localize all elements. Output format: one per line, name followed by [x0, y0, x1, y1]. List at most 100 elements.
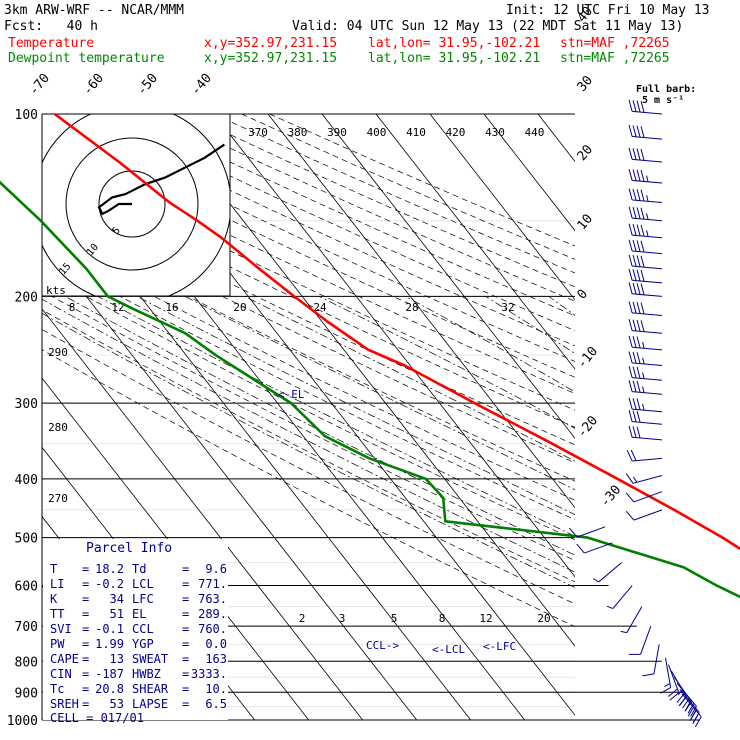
parcel-label: Td: [132, 562, 146, 576]
wind-barb: [671, 670, 687, 707]
mixing-ratio-label: 8: [439, 612, 446, 625]
parcel-equals: =: [82, 637, 89, 651]
theta-label: 380: [288, 126, 308, 139]
wind-barb: [642, 644, 660, 677]
speed-scale-label: 8: [69, 301, 76, 314]
parcel-label: LCL: [132, 577, 154, 591]
wind-barb: [628, 397, 663, 413]
parcel-equals: =: [82, 682, 89, 696]
parcel-value: -0.1: [95, 622, 124, 636]
theta-label: 420: [446, 126, 466, 139]
hodograph-ring: [65, 137, 199, 271]
isotherm-label: 10: [575, 212, 597, 234]
speed-scale-label: 32: [501, 301, 514, 314]
parcel-value: 9.6: [205, 562, 227, 576]
parcel-value: 53: [110, 697, 124, 711]
isotherm-label: -60: [80, 71, 107, 99]
parcel-equals: =: [182, 577, 189, 591]
wind-barb: [628, 268, 663, 284]
wind-barb: [628, 206, 663, 222]
isotherm: [267, 114, 575, 509]
parcel-label: SVI: [50, 622, 72, 636]
parcel-cell: CELL = 017/01: [50, 711, 144, 725]
wind-barb: [628, 301, 663, 316]
parcel-label: SHEAR: [132, 682, 169, 696]
isotherm: [159, 114, 575, 647]
parcel-value: 163: [205, 652, 227, 666]
parcel-equals: =: [182, 637, 189, 651]
valid-time: Valid: 04 UTC Sun 12 May 13 (22 MDT Sat …: [292, 19, 684, 34]
parcel-label: HWBZ: [132, 667, 161, 681]
parcel-label: LFC: [132, 592, 154, 606]
parcel-value: 20.8: [95, 682, 124, 696]
pressure-label: 1000: [7, 714, 38, 729]
parcel-label: K: [50, 592, 58, 606]
isotherm: [592, 114, 740, 720]
parcel-value: 1.99: [95, 637, 124, 651]
dry-adiabat: [42, 254, 575, 521]
wind-barb: [625, 509, 663, 521]
dry-adiabat: [185, 114, 575, 288]
theta-label: 430: [485, 126, 505, 139]
dry-adiabat: [42, 125, 575, 378]
isotherm-label: 30: [575, 73, 597, 95]
isotherm: [213, 114, 575, 578]
legend-temperature-latlon: lat,lon= 31.95,-102.21: [368, 36, 541, 51]
dewpoint-profile: [0, 180, 740, 599]
wind-barb: [625, 491, 663, 503]
parcel-value: 771.: [198, 577, 227, 591]
marker-el: <-EL: [278, 388, 305, 401]
wind-barb: [660, 657, 672, 694]
parcel-value: 0.0: [205, 637, 227, 651]
isotherm-label: -10: [575, 344, 602, 372]
parcel-equals: =: [182, 682, 189, 696]
dry-adiabat: [42, 203, 575, 464]
wind-barb: [628, 282, 663, 297]
forecast-hour: Fcst: 40 h: [4, 19, 98, 34]
isotherm: [321, 114, 575, 440]
barb-legend-unit: 5 m s⁻¹: [642, 95, 685, 106]
parcel-label: Tc: [50, 682, 64, 696]
mixing-ratio-label: 12: [479, 612, 492, 625]
wind-barb: [628, 380, 663, 395]
wind-barb: [681, 693, 702, 728]
parcel-label: PW: [50, 637, 65, 651]
parcel-label: YGP: [132, 637, 154, 651]
pressure-label: 200: [15, 290, 38, 305]
parcel-equals: =: [82, 592, 89, 606]
parcel-label: LAPSE: [132, 697, 168, 711]
theta-label: 280: [48, 421, 68, 434]
moist-adiabat: [244, 296, 575, 462]
parcel-info-box: [43, 539, 228, 720]
parcel-equals: =: [82, 622, 89, 636]
parcel-label: CCL: [132, 622, 154, 636]
wind-barb: [628, 223, 663, 239]
parcel-equals: =: [82, 607, 89, 621]
marker-lfc: <-LFC: [483, 640, 516, 653]
theta-label: 370: [248, 126, 268, 139]
wind-barb: [628, 168, 663, 184]
parcel-label: TT: [50, 607, 64, 621]
dry-adiabat: [42, 272, 575, 541]
hodograph-background: [42, 114, 230, 296]
parcel-value: -0.2: [95, 577, 124, 591]
wind-barb: [625, 473, 663, 484]
wind-barb: [628, 410, 663, 425]
speed-scale-label: 20: [233, 301, 246, 314]
parcel-equals: =: [182, 562, 189, 576]
hodograph: [42, 114, 230, 296]
parcel-value: 289.: [198, 607, 227, 621]
parcel-value: 18.2: [95, 562, 124, 576]
wind-barb: [593, 562, 622, 583]
pressure-label: 800: [15, 655, 38, 670]
wind-barb: [576, 542, 613, 554]
isotherm: [646, 114, 740, 720]
hodograph-ring-label: 5: [111, 225, 123, 237]
isotherm-label: 20: [575, 142, 597, 164]
parcel-equals: =: [182, 622, 189, 636]
hodograph-trace: [97, 143, 226, 216]
mixing-ratio-label: 2: [299, 612, 306, 625]
wind-barb: [628, 254, 663, 270]
dry-adiabat: [42, 349, 575, 628]
isotherm-label: -50: [134, 71, 161, 99]
